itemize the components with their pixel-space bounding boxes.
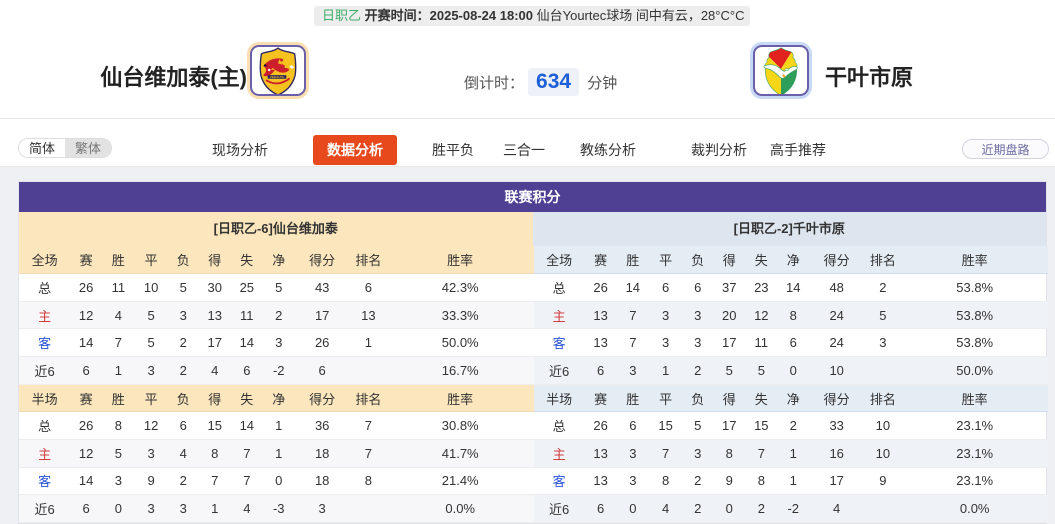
svg-text:VEGALTA: VEGALTA (270, 75, 284, 79)
